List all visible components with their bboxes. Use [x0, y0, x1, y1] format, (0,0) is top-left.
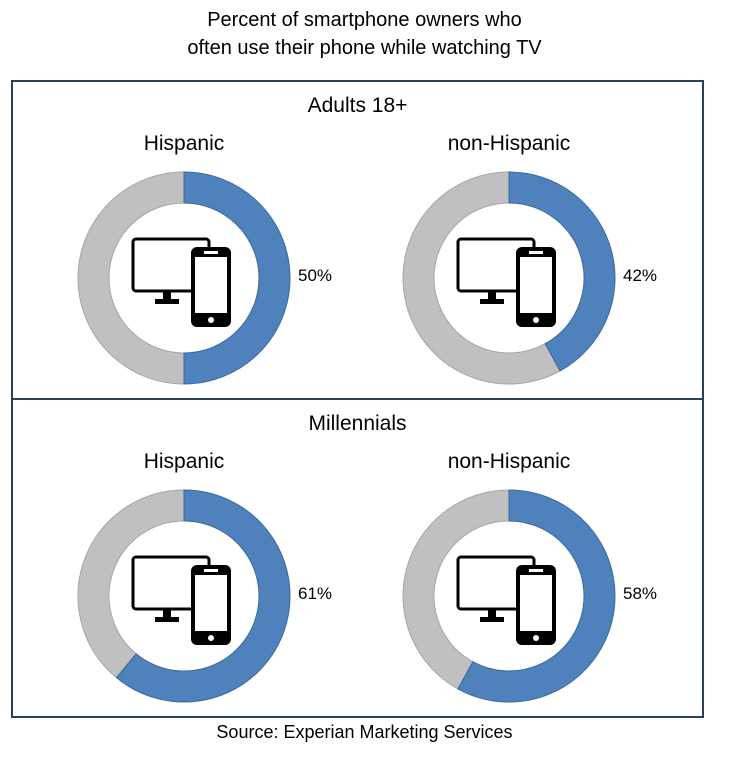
donut-remainder-slice: [402, 489, 510, 690]
panel-title-adults: Adults 18+: [307, 94, 408, 117]
source-note: Source: Experian Marketing Services: [216, 722, 513, 742]
donut-remainder-slice: [77, 171, 185, 385]
donut-remainder-slice: [402, 171, 561, 385]
donut-remainder-slice: [77, 489, 185, 679]
percent-label: 58%: [623, 584, 658, 603]
group-label-non-hispanic: non-Hispanic: [447, 450, 571, 473]
panel-millennials: Millennials: [11, 398, 704, 718]
group-label-non-hispanic: non-Hispanic: [447, 132, 571, 155]
group-label-hispanic: Hispanic: [143, 450, 225, 473]
chart-title: Percent of smartphone owners who often u…: [0, 6, 729, 62]
donut-chart: [402, 171, 616, 385]
percent-label: 50%: [298, 266, 333, 285]
monitor-and-smartphone-icon: [131, 555, 231, 645]
donut-value-slice: [115, 489, 291, 703]
donut-chart: [77, 489, 291, 703]
donut-value-slice: [457, 489, 616, 703]
chart-title-line2: often use their phone while watching TV: [187, 37, 542, 59]
percent-label: 61%: [298, 584, 333, 603]
chart-title-line1: Percent of smartphone owners who: [207, 9, 522, 31]
donut-chart: [402, 489, 616, 703]
donut-value-slice: [183, 171, 291, 385]
donut-chart: [77, 171, 291, 385]
monitor-and-smartphone-icon: [456, 555, 556, 645]
monitor-and-smartphone-icon: [456, 237, 556, 327]
group-label-hispanic: Hispanic: [143, 132, 225, 155]
monitor-and-smartphone-icon: [131, 237, 231, 327]
panel-title-millennials: Millennials: [308, 412, 407, 435]
donut-value-slice: [508, 171, 616, 372]
percent-label: 42%: [623, 266, 658, 285]
